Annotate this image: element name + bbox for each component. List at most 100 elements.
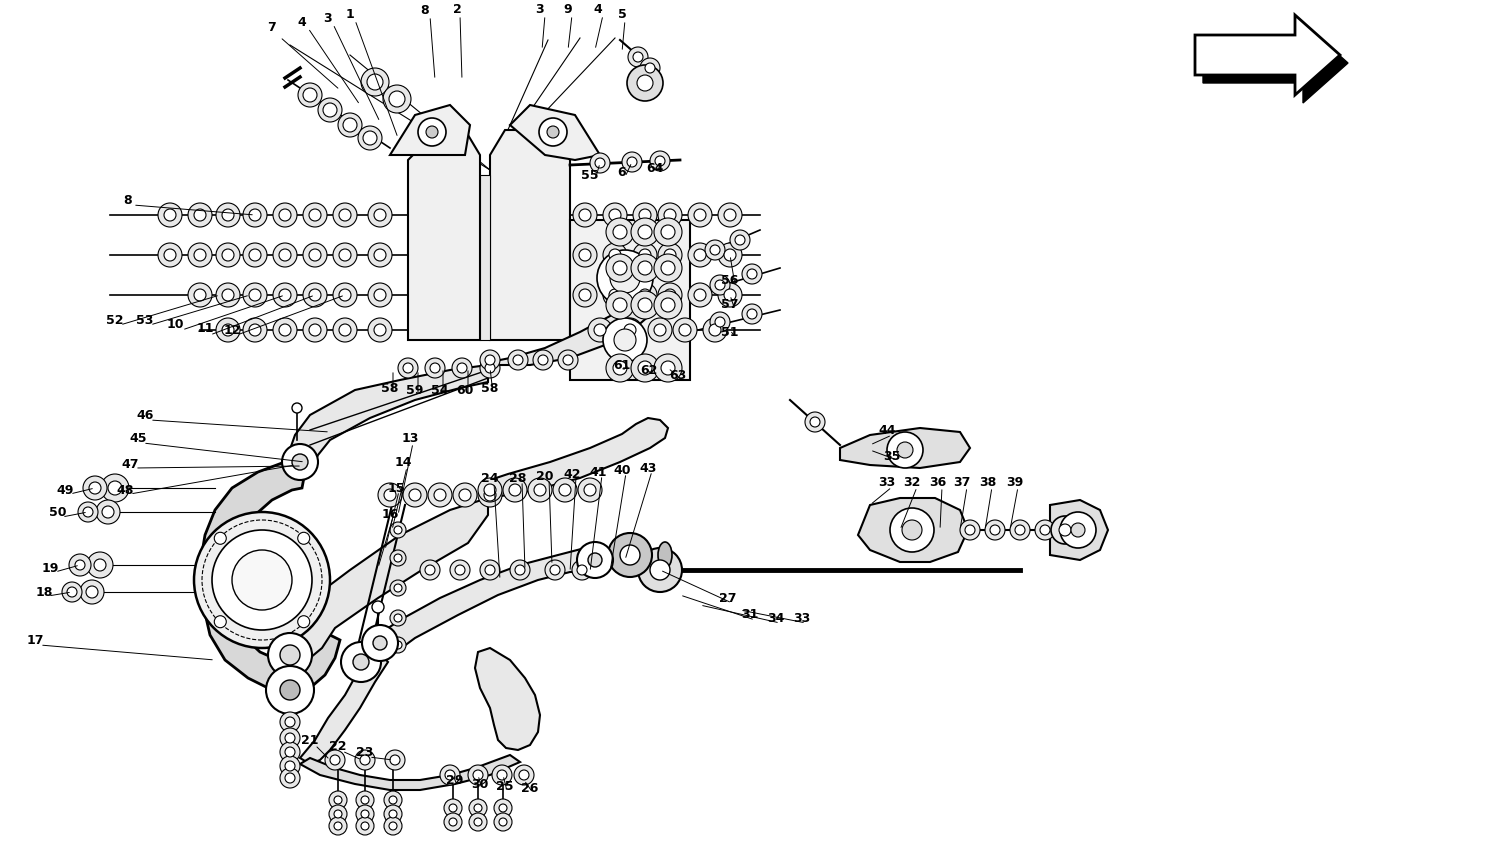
- Text: 33: 33: [794, 611, 810, 625]
- Circle shape: [339, 209, 351, 221]
- Circle shape: [618, 318, 642, 342]
- Circle shape: [243, 283, 267, 307]
- Circle shape: [386, 750, 405, 770]
- Circle shape: [339, 289, 351, 301]
- Circle shape: [654, 324, 666, 336]
- Circle shape: [330, 755, 340, 765]
- Circle shape: [886, 432, 922, 468]
- Circle shape: [606, 218, 634, 246]
- Polygon shape: [288, 365, 488, 472]
- Text: 5: 5: [618, 8, 627, 20]
- Circle shape: [188, 283, 211, 307]
- Circle shape: [419, 118, 446, 146]
- Circle shape: [606, 254, 634, 282]
- Circle shape: [100, 474, 129, 502]
- Polygon shape: [476, 648, 540, 750]
- Circle shape: [273, 243, 297, 267]
- Circle shape: [528, 478, 552, 502]
- Circle shape: [579, 209, 591, 221]
- Circle shape: [459, 489, 471, 501]
- Text: 18: 18: [36, 586, 52, 598]
- Circle shape: [356, 817, 374, 835]
- Polygon shape: [490, 418, 668, 498]
- Text: 3: 3: [536, 3, 544, 15]
- Circle shape: [82, 476, 106, 500]
- Circle shape: [478, 483, 502, 507]
- Text: 10: 10: [166, 319, 183, 332]
- Circle shape: [78, 502, 98, 522]
- Circle shape: [538, 118, 567, 146]
- Circle shape: [654, 218, 682, 246]
- Circle shape: [440, 765, 460, 785]
- Circle shape: [273, 318, 297, 342]
- Circle shape: [620, 545, 640, 565]
- Circle shape: [603, 203, 627, 227]
- Circle shape: [633, 203, 657, 227]
- Circle shape: [352, 654, 369, 670]
- Circle shape: [96, 500, 120, 524]
- Circle shape: [280, 680, 300, 700]
- Circle shape: [718, 203, 742, 227]
- Circle shape: [427, 483, 451, 507]
- Circle shape: [544, 560, 566, 580]
- Circle shape: [280, 645, 300, 665]
- Circle shape: [292, 454, 308, 470]
- Circle shape: [990, 525, 1000, 535]
- Text: 12: 12: [224, 324, 240, 337]
- Circle shape: [964, 525, 975, 535]
- Circle shape: [579, 289, 591, 301]
- Circle shape: [632, 218, 658, 246]
- Circle shape: [266, 666, 314, 714]
- Text: 29: 29: [447, 774, 464, 786]
- Circle shape: [188, 243, 211, 267]
- Circle shape: [610, 263, 640, 293]
- Polygon shape: [280, 498, 488, 662]
- Circle shape: [108, 481, 122, 495]
- Circle shape: [360, 755, 370, 765]
- Circle shape: [694, 209, 706, 221]
- Circle shape: [662, 261, 675, 275]
- Circle shape: [249, 289, 261, 301]
- Circle shape: [303, 243, 327, 267]
- Circle shape: [452, 358, 472, 378]
- Circle shape: [694, 249, 706, 261]
- Circle shape: [303, 88, 316, 102]
- Circle shape: [694, 289, 706, 301]
- Circle shape: [960, 520, 980, 540]
- Circle shape: [404, 483, 427, 507]
- Circle shape: [398, 358, 418, 378]
- Circle shape: [326, 750, 345, 770]
- Circle shape: [285, 747, 296, 757]
- Circle shape: [632, 354, 658, 382]
- Circle shape: [645, 63, 656, 73]
- Text: 63: 63: [669, 369, 687, 382]
- Text: 59: 59: [406, 383, 423, 396]
- Circle shape: [650, 151, 670, 171]
- Circle shape: [614, 225, 627, 239]
- Circle shape: [710, 324, 722, 336]
- Circle shape: [394, 554, 402, 562]
- Circle shape: [328, 791, 346, 809]
- Text: 50: 50: [50, 507, 66, 519]
- Circle shape: [747, 269, 758, 279]
- Text: 64: 64: [646, 162, 663, 174]
- Circle shape: [390, 610, 406, 626]
- Circle shape: [356, 805, 374, 823]
- Circle shape: [309, 209, 321, 221]
- Circle shape: [211, 530, 312, 630]
- Circle shape: [688, 203, 712, 227]
- Text: 34: 34: [768, 611, 784, 625]
- Circle shape: [472, 770, 483, 780]
- Circle shape: [394, 614, 402, 622]
- Circle shape: [594, 324, 606, 336]
- Circle shape: [658, 243, 682, 267]
- Circle shape: [639, 249, 651, 261]
- Polygon shape: [300, 755, 520, 790]
- Text: 61: 61: [614, 359, 630, 371]
- Circle shape: [285, 773, 296, 783]
- Text: 9: 9: [564, 3, 573, 15]
- Circle shape: [222, 289, 234, 301]
- Circle shape: [500, 804, 507, 812]
- Circle shape: [468, 765, 488, 785]
- Circle shape: [384, 791, 402, 809]
